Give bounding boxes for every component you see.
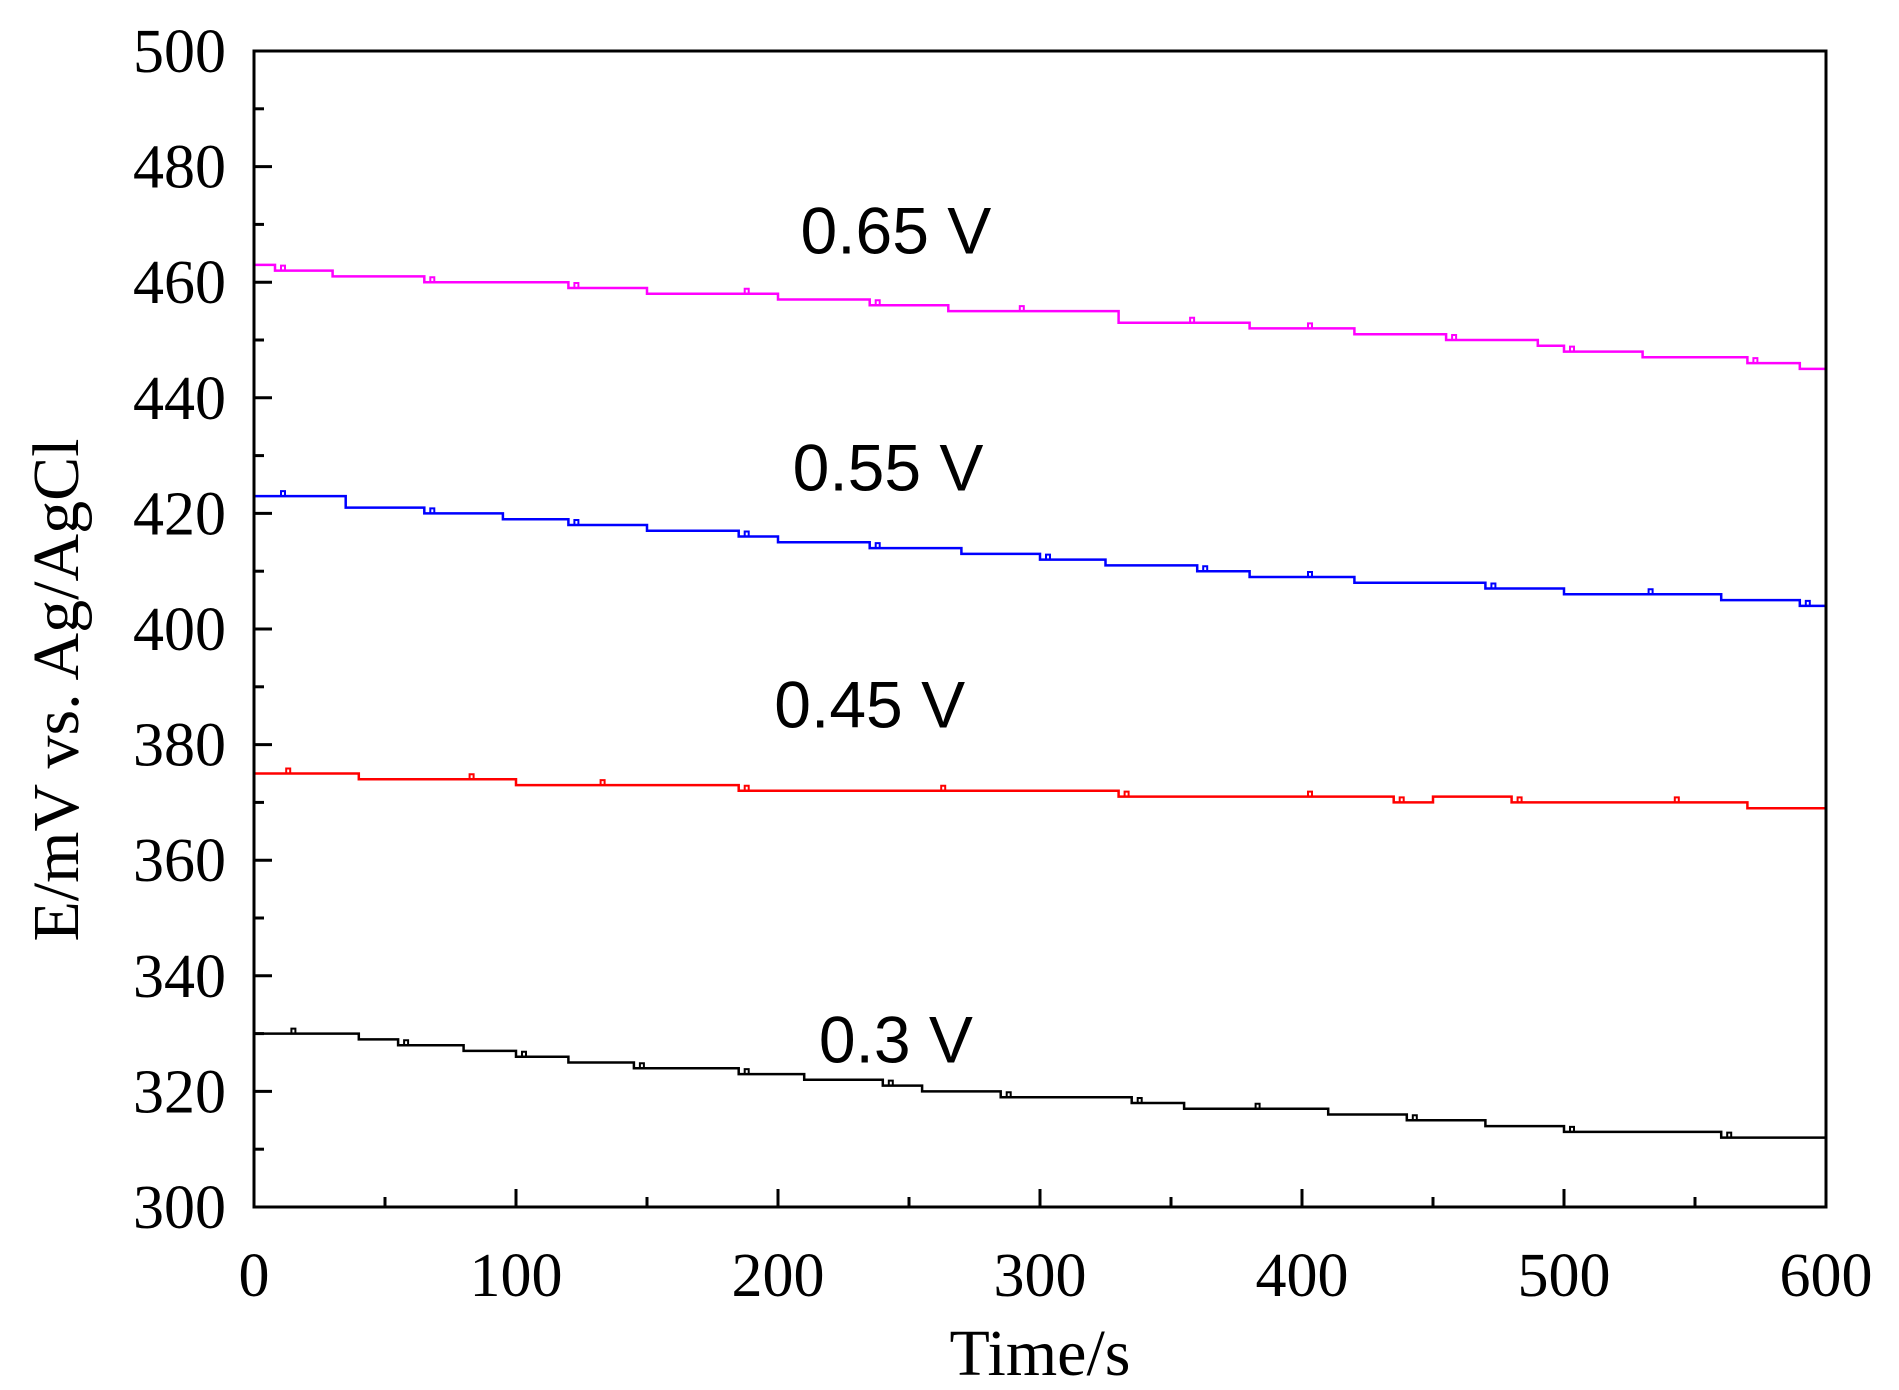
y-tick-label: 480	[133, 134, 226, 202]
x-tick-label: 400	[1256, 1242, 1349, 1310]
series-noise-0-3-V	[1005, 1091, 1012, 1098]
series-noise-0-55-V	[1045, 553, 1051, 560]
y-tick-label: 460	[133, 249, 226, 317]
series-noise-0-55-V	[429, 507, 436, 514]
series-noise-0-55-V	[1490, 582, 1497, 589]
series-label-0-3-V: 0.3 V	[819, 1003, 973, 1077]
series-noise-0-45-V	[468, 773, 475, 780]
y-axis-title: E/mV vs. Ag/AgCl	[20, 438, 93, 941]
series-noise-0-65-V	[1307, 322, 1313, 329]
series-noise-0-65-V	[874, 299, 881, 306]
series-line-0-45-V	[254, 772, 1826, 810]
series-noise-0-3-V	[638, 1062, 645, 1069]
series-noise-0-55-V	[573, 519, 580, 525]
ticks-layer	[252, 49, 1828, 1209]
series-noise-0-45-V	[1398, 796, 1405, 803]
series-noise-0-3-V	[403, 1039, 410, 1046]
y-tick-label: 440	[133, 365, 226, 433]
series-noise-0-45-V	[285, 767, 292, 774]
series-noise-0-3-V	[521, 1050, 527, 1057]
series-noise-0-3-V	[743, 1068, 750, 1075]
series-noise-0-55-V	[1307, 571, 1313, 577]
series-label-0-45-V: 0.45 V	[774, 667, 965, 741]
series-noise-0-45-V	[599, 779, 606, 786]
series-noise-0-65-V	[573, 282, 580, 288]
x-tick-label: 500	[1518, 1242, 1611, 1310]
series-noise-0-65-V	[1018, 305, 1025, 312]
series-line-0-55-V	[254, 494, 1826, 608]
y-tick-label: 320	[133, 1058, 226, 1126]
y-tick-label: 420	[133, 480, 226, 548]
series-noise-0-45-V	[1516, 796, 1523, 803]
series-layer	[254, 263, 1828, 1144]
series-noise-0-55-V	[743, 530, 750, 537]
series-noise-0-45-V	[1307, 790, 1313, 797]
y-tick-label: 300	[133, 1174, 226, 1242]
y-tick-label: 340	[133, 943, 226, 1011]
series-noise-0-65-V	[1569, 345, 1575, 352]
y-tick-label: 360	[133, 827, 226, 895]
series-noise-0-55-V	[874, 542, 881, 549]
series-noise-0-3-V	[1254, 1102, 1261, 1109]
series-noise-0-65-V	[429, 276, 436, 283]
series-noise-0-45-V	[1673, 796, 1680, 803]
series-noise-0-65-V	[1752, 357, 1759, 364]
x-axis-title: Time/s	[950, 1317, 1131, 1390]
series-noise-0-55-V	[1647, 588, 1654, 595]
x-tick-label: 100	[470, 1242, 563, 1310]
labels-layer: 0 100 200 300 400 500 600 300 320 340 360 380 400 420…	[133, 18, 1873, 1310]
series-noise-0-65-V	[1189, 316, 1196, 323]
series-noise-0-65-V	[743, 287, 750, 294]
series-line-0-3-V	[254, 1032, 1828, 1144]
y-tick-label: 400	[133, 596, 226, 664]
series-noise-0-65-V	[280, 264, 286, 271]
x-tick-label: 600	[1780, 1242, 1873, 1310]
series-noise-0-55-V	[280, 490, 286, 497]
series-noise-0-65-V	[1451, 334, 1458, 340]
series-noise-0-3-V	[290, 1027, 297, 1034]
series-label-0-55-V: 0.55 V	[793, 430, 984, 504]
series-noise-0-55-V	[1202, 565, 1209, 572]
series-noise-0-3-V	[1136, 1097, 1143, 1103]
x-tick-label: 0	[239, 1242, 270, 1310]
y-tick-label: 380	[133, 712, 226, 780]
x-tick-label: 200	[732, 1242, 825, 1310]
x-tick-label: 300	[994, 1242, 1087, 1310]
series-noise-0-3-V	[1569, 1125, 1575, 1132]
series-noise-0-3-V	[1411, 1114, 1418, 1121]
series-noise-0-45-V	[743, 784, 750, 791]
y-tick-label: 500	[133, 18, 226, 86]
series-noise-0-45-V	[1123, 790, 1130, 797]
series-label-0-65-V: 0.65 V	[800, 193, 991, 267]
series-noise-0-55-V	[1804, 599, 1811, 606]
series-noise-0-45-V	[940, 784, 947, 791]
series-noise-0-3-V	[887, 1079, 894, 1086]
series-line-0-65-V	[254, 263, 1826, 371]
series-noise-0-3-V	[1726, 1131, 1733, 1138]
